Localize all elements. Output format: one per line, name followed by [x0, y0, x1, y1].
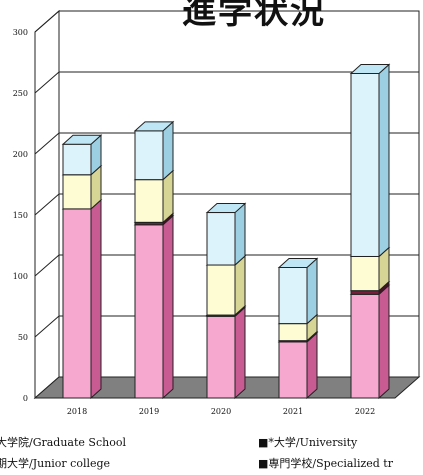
bar-segment-side	[306, 257, 318, 325]
x-tick-label: 2022	[355, 407, 375, 416]
bar-segment-top	[133, 121, 175, 132]
legend-item-junior-college: 期大学/Junior college	[0, 455, 110, 471]
chart-title: 進学状況	[182, 0, 326, 32]
legend-item-specialized-training: ■専門学校/Specialized tr	[258, 455, 393, 471]
bar-segment	[62, 174, 92, 210]
gridline	[34, 10, 419, 33]
bar-segment	[350, 293, 380, 399]
bar-segment	[206, 315, 236, 399]
legend-item-university: ■*大学/University	[258, 434, 357, 450]
x-tick-label: 2021	[283, 407, 303, 416]
legend-item-graduate-school: 大学院/Graduate School	[0, 434, 126, 450]
bar-segment-side	[234, 306, 246, 400]
chart-plot: 0 50 100 150 200 250 300 2018 2019 2020 2021 2022	[13, 9, 421, 416]
bar-segment-top	[277, 257, 319, 268]
bar-segment-side	[234, 254, 246, 317]
bar-segment	[278, 266, 308, 325]
bar-segment	[134, 224, 164, 399]
bar-segment	[350, 290, 380, 295]
bar-segment-side	[162, 120, 174, 181]
bar-segment	[134, 179, 164, 223]
bar-segment-top	[61, 134, 103, 145]
bar-segment-side	[378, 63, 390, 258]
bar-segment	[350, 255, 380, 292]
bar-segment-side	[306, 331, 318, 400]
gridline	[34, 71, 419, 94]
legend-label: ■*大学/University	[258, 436, 358, 449]
y-tick-label: 300	[13, 28, 28, 37]
legend-label: 期大学/Junior college	[0, 457, 111, 470]
bar-segment-top	[349, 63, 391, 74]
bar-segment	[62, 143, 92, 176]
x-tick-label: 2018	[67, 407, 87, 416]
gridline	[34, 254, 419, 277]
y-tick-label: 200	[13, 150, 28, 159]
gridline	[34, 132, 419, 155]
bar-segment-side	[378, 284, 390, 400]
y-tick-label: 50	[18, 333, 28, 342]
bar-segment	[134, 130, 164, 181]
bar-segment-side	[162, 214, 174, 400]
bar-segment	[350, 72, 380, 257]
y-tick-label: 0	[23, 394, 28, 403]
bar-segment	[206, 212, 236, 266]
y-tick-label: 100	[13, 272, 28, 281]
gridline	[34, 193, 419, 216]
x-tick-label: 2019	[139, 407, 159, 416]
legend-label: 大学院/Graduate School	[0, 436, 126, 449]
bar-segment	[278, 323, 308, 342]
y-tick-label: 250	[13, 89, 28, 98]
legend-label: ■専門学校/Specialized tr	[258, 457, 393, 470]
bar-segment-side	[90, 198, 102, 400]
bar-segment-side	[234, 202, 246, 267]
bar-segment	[206, 264, 236, 316]
y-tick-label: 150	[13, 211, 28, 220]
bar-segment	[278, 341, 308, 399]
x-tick-label: 2020	[211, 407, 231, 416]
bar-segment	[62, 208, 92, 399]
bar-segment-top	[205, 203, 247, 214]
